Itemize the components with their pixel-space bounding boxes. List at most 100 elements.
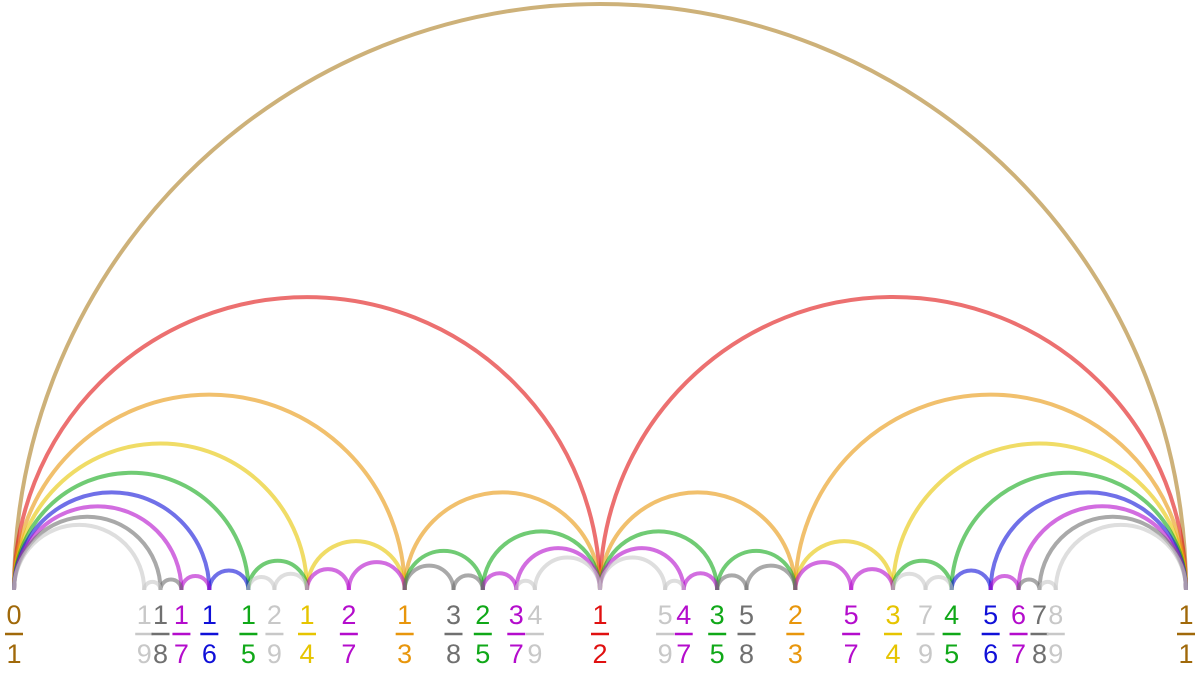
farey-arc bbox=[12, 392, 407, 591]
farey-arc bbox=[988, 574, 1021, 591]
numerator: 7 bbox=[918, 600, 933, 630]
fraction-label: 47 bbox=[674, 600, 693, 669]
farey-arc bbox=[1037, 579, 1058, 591]
farey-arc bbox=[12, 295, 602, 591]
numerator: 5 bbox=[739, 600, 754, 630]
farey-arc bbox=[402, 563, 456, 591]
fraction-label: 34 bbox=[884, 600, 902, 669]
fraction-label: 79 bbox=[916, 600, 935, 669]
denominator: 5 bbox=[475, 639, 490, 669]
farey-arc bbox=[715, 573, 749, 591]
numerator: 3 bbox=[710, 600, 725, 630]
fraction-label: 29 bbox=[265, 600, 284, 669]
denominator: 9 bbox=[267, 639, 282, 669]
farey-arc bbox=[451, 573, 485, 591]
farey-arc bbox=[923, 575, 954, 591]
farey-arc bbox=[305, 539, 407, 591]
numerator: 1 bbox=[1178, 600, 1193, 630]
farey-arc bbox=[891, 571, 928, 591]
denominator: 8 bbox=[739, 639, 754, 669]
farey-arc bbox=[207, 568, 251, 591]
farey-arc bbox=[849, 567, 895, 591]
farey-arc bbox=[12, 523, 147, 591]
denominator: 9 bbox=[1048, 639, 1063, 669]
numerator: 8 bbox=[1048, 600, 1063, 630]
denominator: 6 bbox=[202, 639, 217, 669]
farey-arc bbox=[305, 567, 351, 591]
fraction-label: 25 bbox=[473, 600, 492, 669]
fraction-label: 15 bbox=[239, 600, 258, 669]
arcs bbox=[12, 2, 1188, 591]
numerator: 7 bbox=[1032, 600, 1047, 630]
denominator: 4 bbox=[885, 639, 900, 669]
farey-arc bbox=[514, 578, 537, 591]
farey-arc bbox=[598, 490, 798, 591]
farey-arc bbox=[246, 575, 277, 591]
fraction-label: 23 bbox=[786, 600, 805, 669]
denominator: 9 bbox=[527, 639, 542, 669]
farey-arc bbox=[891, 441, 1188, 591]
farey-arc bbox=[681, 571, 720, 591]
fraction-label: 49 bbox=[525, 600, 544, 669]
farey-arc bbox=[663, 578, 686, 591]
denominator: 5 bbox=[241, 639, 256, 669]
denominator: 9 bbox=[918, 639, 933, 669]
fraction-label: 37 bbox=[507, 600, 526, 669]
fraction-label: 58 bbox=[737, 600, 756, 669]
numerator: 3 bbox=[446, 600, 461, 630]
numerator: 4 bbox=[944, 600, 959, 630]
farey-arc bbox=[793, 560, 854, 591]
numerator: 3 bbox=[885, 600, 900, 630]
farey-arc bbox=[598, 555, 668, 591]
denominator: 7 bbox=[844, 639, 859, 669]
numerator: 1 bbox=[174, 600, 189, 630]
denominator: 4 bbox=[299, 639, 314, 669]
denominator: 7 bbox=[676, 639, 691, 669]
farey-arc bbox=[480, 529, 602, 591]
farey-arc bbox=[346, 560, 407, 591]
numerator: 5 bbox=[844, 600, 859, 630]
numerator: 6 bbox=[1011, 600, 1026, 630]
numerator: 1 bbox=[202, 600, 217, 630]
farey-arc bbox=[1053, 523, 1188, 591]
numerator: 2 bbox=[267, 600, 282, 630]
numerator: 1 bbox=[299, 600, 314, 630]
numerator: 5 bbox=[983, 600, 998, 630]
denominator: 7 bbox=[174, 639, 189, 669]
numerator: 2 bbox=[475, 600, 490, 630]
denominator: 1 bbox=[6, 639, 21, 669]
farey-arc bbox=[12, 470, 251, 591]
fraction-label: 16 bbox=[200, 600, 219, 669]
denominator: 6 bbox=[983, 639, 998, 669]
fraction-label: 57 bbox=[842, 600, 861, 669]
fraction-label: 45 bbox=[942, 600, 961, 669]
farey-arc bbox=[402, 490, 602, 591]
farey-arc bbox=[532, 555, 602, 591]
numerator: 3 bbox=[509, 600, 524, 630]
denominator: 8 bbox=[1032, 639, 1047, 669]
fraction-label: 89 bbox=[1046, 600, 1065, 669]
farey-arc bbox=[158, 577, 184, 591]
farey-arc bbox=[949, 568, 993, 591]
denominator: 3 bbox=[397, 639, 412, 669]
farey-arc bbox=[272, 571, 309, 591]
fraction-label: 17 bbox=[172, 600, 191, 669]
numerator: 2 bbox=[341, 600, 356, 630]
denominator: 3 bbox=[788, 639, 803, 669]
farey-arc bbox=[793, 539, 895, 591]
numerator: 1 bbox=[137, 600, 152, 630]
numerator: 4 bbox=[676, 600, 691, 630]
denominator: 8 bbox=[153, 639, 168, 669]
fraction-label: 19 bbox=[135, 600, 154, 669]
numerator: 1 bbox=[592, 600, 607, 630]
fraction-label: 56 bbox=[981, 600, 1000, 669]
numerator: 1 bbox=[153, 600, 168, 630]
denominator: 7 bbox=[341, 639, 356, 669]
denominator: 2 bbox=[592, 639, 607, 669]
denominator: 7 bbox=[509, 639, 524, 669]
denominator: 9 bbox=[137, 639, 152, 669]
fraction-label: 59 bbox=[656, 600, 675, 669]
denominator: 1 bbox=[1178, 639, 1193, 669]
fraction-label: 78 bbox=[1030, 600, 1049, 669]
